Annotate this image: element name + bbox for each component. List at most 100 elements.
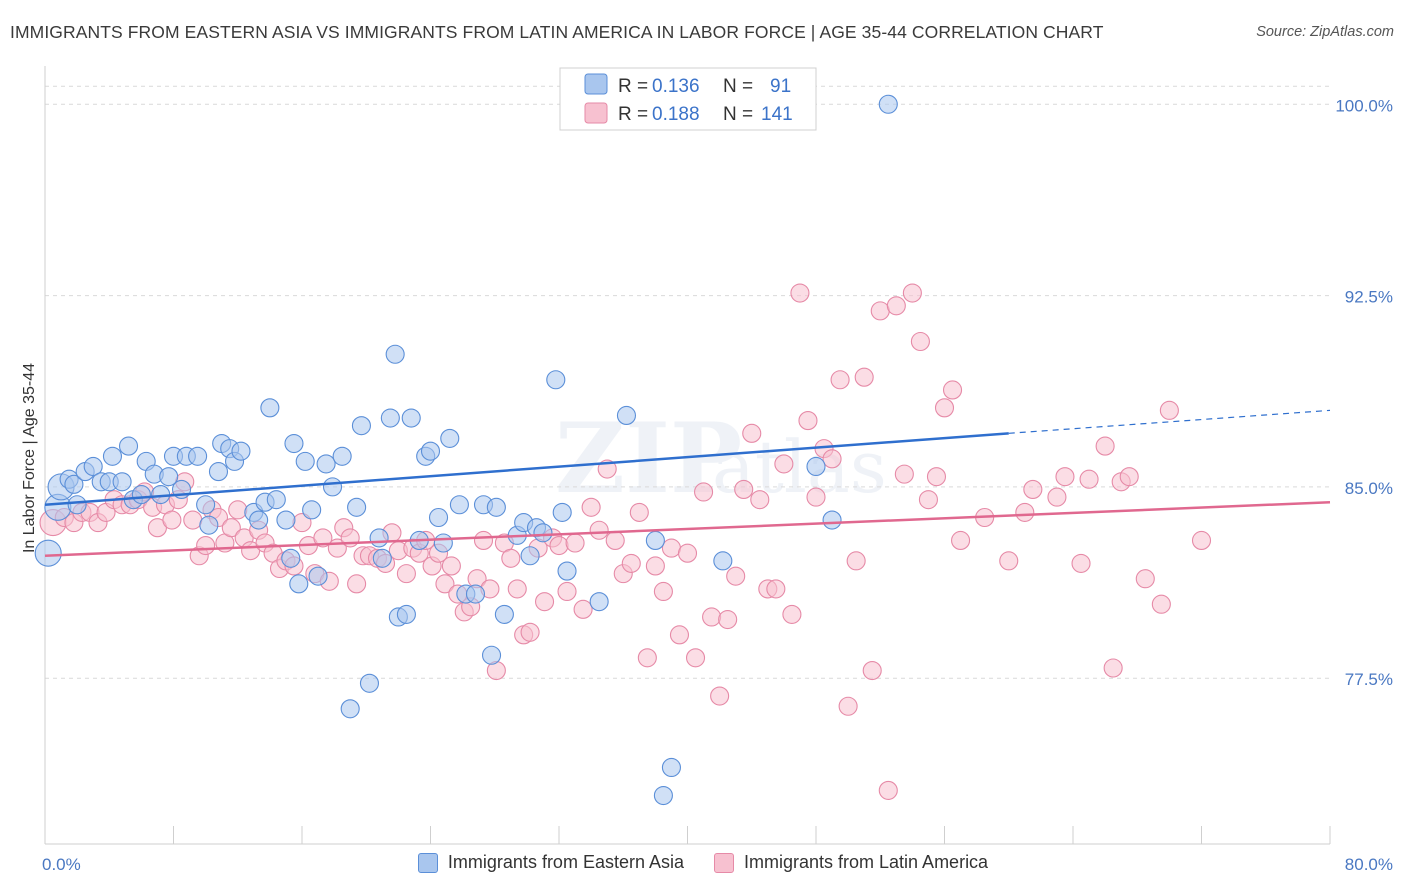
eastern-asia-point: [616, 405, 637, 426]
eastern-asia-point: [308, 566, 328, 586]
latin-america-point: [750, 490, 770, 510]
eastern-asia-point: [401, 408, 421, 428]
latin-america-point: [1135, 569, 1155, 589]
eastern-asia-point: [645, 530, 665, 551]
latin-america-point: [669, 625, 690, 645]
latin-america-point: [1151, 594, 1171, 614]
eastern-asia-point: [131, 484, 151, 505]
eastern-asia-point: [380, 408, 400, 428]
y-tick-label: 92.5%: [1345, 288, 1393, 307]
eastern-asia-point: [481, 645, 502, 665]
latin-america-point: [1015, 502, 1035, 522]
latin-america-point: [886, 296, 906, 316]
eastern-asia-trend-line: [44, 432, 1009, 506]
series-legend: Immigrants from Eastern Asia Immigrants …: [0, 852, 1406, 873]
latin-america-point: [677, 543, 698, 563]
latin-america-point: [573, 599, 593, 619]
latin-america-point: [718, 609, 738, 630]
latin-america-point: [822, 449, 842, 469]
correlation-legend: R = 0.136 N = 91 R = 0.188 N = 141: [559, 67, 817, 131]
latin-america-point: [441, 556, 461, 576]
eastern-asia-point: [822, 510, 842, 530]
eastern-asia-point: [494, 604, 514, 624]
legend-n-label-1: N =: [723, 76, 753, 97]
latin-america-point: [1071, 553, 1091, 573]
latin-america-point: [637, 648, 657, 668]
eastern-asia-point: [351, 416, 371, 436]
latin-america-point: [702, 607, 722, 627]
y-axis-title: In Labor Force | Age 35-44: [21, 363, 38, 553]
legend-n-value-1: 91: [770, 76, 791, 97]
legend-n-value-2: 141: [761, 104, 793, 125]
eastern-asia-point: [546, 370, 566, 390]
latin-america-point: [581, 497, 601, 517]
latin-america-point: [501, 548, 521, 568]
legend-label-latin-america: Immigrants from Latin America: [744, 852, 989, 872]
eastern-asia-point: [520, 546, 540, 566]
legend-item-latin-america: Immigrants from Latin America: [714, 852, 988, 873]
axis-labels: 100.0% 92.5% 85.0% 77.5% 0.0% 80.0%: [42, 96, 1393, 874]
latin-america-point: [854, 367, 874, 387]
eastern-asia-point: [486, 497, 506, 517]
trend-lines: [44, 409, 1331, 558]
latin-america-point: [934, 398, 955, 418]
eastern-asia-point: [289, 574, 309, 594]
latin-america-point: [846, 551, 866, 571]
eastern-asia-point: [249, 510, 269, 530]
eastern-asia-point: [347, 497, 367, 517]
eastern-asia-point: [266, 490, 286, 510]
eastern-asia-point: [83, 456, 103, 477]
latin-america-point: [534, 592, 555, 612]
latin-america-point: [621, 553, 641, 573]
eastern-asia-point: [159, 467, 179, 487]
latin-america-point: [520, 622, 540, 642]
x-tick-label-min: 0.0%: [42, 855, 81, 874]
eastern-asia-point: [661, 757, 681, 778]
eastern-asia-point: [332, 446, 352, 466]
latin-america-point: [183, 510, 203, 530]
eastern-asia-point: [589, 592, 609, 612]
eastern-asia-point: [713, 551, 733, 571]
eastern-asia-point: [188, 446, 208, 466]
latin-america-point: [396, 564, 416, 584]
legend-n-label-2: N =: [723, 104, 753, 125]
eastern-asia-point: [118, 436, 139, 456]
latin-america-point: [629, 502, 649, 522]
eastern-asia-point: [208, 462, 229, 482]
latin-america-point: [1103, 658, 1123, 678]
eastern-asia-point: [552, 502, 572, 522]
gridlines: [45, 85, 1330, 679]
eastern-asia-point: [196, 495, 216, 515]
legend-swatch-latin-america: [584, 102, 608, 124]
latin-america-point: [902, 283, 922, 303]
latin-america-point: [661, 538, 681, 558]
eastern-asia-point: [281, 548, 301, 568]
latin-america-point: [685, 648, 706, 668]
latin-america-point: [228, 500, 248, 520]
latin-america-point: [645, 556, 665, 576]
latin-america-point: [926, 467, 947, 487]
axes: [44, 66, 1331, 845]
latin-america-point: [782, 604, 802, 624]
eastern-asia-point: [878, 94, 898, 114]
eastern-asia-point: [322, 477, 343, 497]
latin-america-point: [951, 530, 971, 551]
latin-america-point: [774, 454, 794, 474]
eastern-asia-point: [67, 495, 87, 515]
latin-america-point: [1023, 479, 1043, 499]
x-tick-label-max: 80.0%: [1345, 855, 1393, 874]
eastern-asia-point: [102, 446, 123, 466]
eastern-asia-point: [112, 472, 132, 492]
source-credit: Source: ZipAtlas.com: [1256, 24, 1394, 40]
latin-america-point: [942, 380, 963, 400]
latin-america-point: [653, 581, 673, 602]
latin-america-point: [557, 581, 577, 602]
latin-america-point: [742, 423, 762, 443]
latin-america-point: [734, 479, 754, 499]
latin-america-point: [473, 530, 494, 551]
latin-america-point: [766, 579, 786, 599]
eastern-asia-point: [284, 433, 304, 454]
latin-america-point: [605, 530, 625, 551]
latin-america-point: [1079, 469, 1099, 489]
eastern-asia-point: [231, 441, 251, 461]
